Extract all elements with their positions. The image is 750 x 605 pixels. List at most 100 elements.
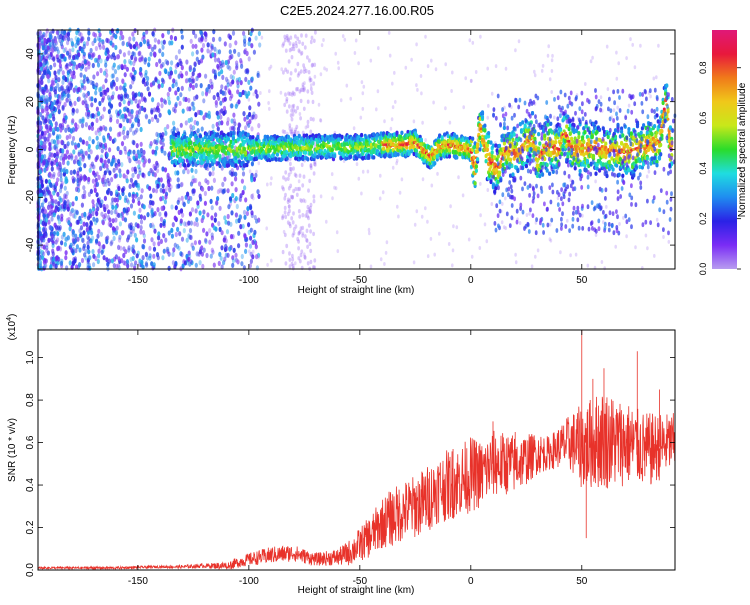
- spectrogram-cell: [203, 190, 207, 197]
- spectrogram-cell: [84, 100, 88, 106]
- spectrogram-cell: [204, 73, 208, 79]
- spectrogram-cell: [156, 255, 160, 261]
- spectrogram-cell: [182, 228, 186, 234]
- spectrogram-cell: [90, 121, 94, 127]
- spectrogram-cell: [47, 201, 52, 207]
- spectrogram-cell: [157, 235, 161, 241]
- spectrogram-cell: [302, 174, 306, 179]
- spectrogram-cell: [186, 169, 190, 175]
- spectrogram-cell: [283, 205, 287, 211]
- spectrogram-cell: [161, 255, 165, 261]
- spectrogram-cell: [258, 73, 261, 78]
- spectrogram-cell: [130, 109, 134, 115]
- spectrogram-cell: [144, 251, 148, 257]
- spectrogram-cell: [223, 41, 227, 47]
- spectrogram-cell: [212, 141, 216, 146]
- spectrogram-cell: [97, 248, 101, 254]
- spectrogram-cell: [251, 249, 255, 254]
- spectrogram-cell: [63, 29, 67, 36]
- spectrogram-cell: [135, 237, 139, 243]
- spectrogram-cell: [171, 222, 175, 228]
- spectrogram-cell: [75, 108, 79, 114]
- spectrogram-cell: [79, 72, 83, 78]
- spectrogram-cell: [66, 141, 70, 147]
- spectrogram-cell: [309, 116, 313, 122]
- spectrogram-cell: [361, 169, 365, 174]
- spectrogram-cell: [144, 113, 148, 119]
- spectrogram-cell: [93, 97, 97, 103]
- spectrogram-cell: [395, 161, 398, 166]
- spectrogram-cell: [71, 260, 75, 266]
- spectrogram-cell: [244, 248, 248, 254]
- spectrogram-cell: [132, 95, 136, 101]
- spectrogram-cell: [146, 86, 150, 92]
- spectrogram-cell: [419, 74, 423, 78]
- spectrogram-cell: [303, 150, 308, 155]
- spectrogram-cell: [430, 183, 434, 188]
- spectrogram-cell: [210, 84, 214, 90]
- spectrogram-cell: [110, 35, 114, 41]
- spectrogram-cell: [121, 41, 125, 47]
- spectrogram-cell: [95, 144, 99, 150]
- spectrogram-cell: [123, 87, 127, 93]
- spectrogram-cell: [95, 192, 99, 198]
- spectrogram-cell: [216, 57, 221, 63]
- spectrogram-cell: [528, 211, 531, 216]
- spectrogram-cell: [40, 66, 44, 72]
- spectrogram-cell: [189, 181, 194, 187]
- spectrogram-cell: [60, 240, 64, 246]
- spectrogram-cell: [56, 246, 60, 252]
- spectrogram-cell: [645, 174, 649, 179]
- spectrogram-cell: [213, 46, 217, 52]
- spectrogram-cell: [339, 98, 343, 103]
- spectrogram-cell: [74, 122, 78, 128]
- spectrogram-cell: [43, 209, 47, 215]
- spectrogram-cell: [109, 117, 113, 123]
- spectrogram-cell: [140, 96, 144, 102]
- spectrogram-cell: [412, 119, 416, 124]
- spectrogram-cell: [360, 191, 363, 196]
- spectrogram-cell: [297, 179, 301, 184]
- spectrogram-cell: [152, 163, 156, 169]
- spectrogram-cell: [95, 202, 99, 208]
- spectrogram-cell: [83, 163, 87, 169]
- spectrogram-cell: [247, 56, 251, 62]
- spectrogram-cell: [657, 43, 660, 48]
- spectrogram-cell: [232, 118, 236, 124]
- spectrogram-cell: [58, 204, 63, 211]
- spectrogram-cell: [46, 53, 50, 59]
- spectrogram-cell: [55, 29, 60, 36]
- spectrogram-cell: [46, 74, 50, 80]
- spectrogram-cell: [47, 54, 52, 60]
- spectrogram-cell: [305, 237, 308, 243]
- spectrogram-cell: [357, 61, 360, 66]
- spectrogram-cell: [512, 132, 516, 137]
- spectrogram-cell: [156, 137, 160, 143]
- spectrogram-cell: [152, 32, 156, 38]
- spectrogram-cell: [415, 83, 418, 88]
- spectrogram-cell: [222, 110, 226, 116]
- spectrogram-cell: [48, 119, 53, 125]
- spectrogram-cell: [200, 126, 204, 132]
- spectrogram-cell: [56, 82, 60, 88]
- spectrogram-cell: [125, 208, 129, 214]
- spectrogram-cell: [415, 209, 419, 214]
- spectrogram-cell: [145, 29, 149, 35]
- spectrogram-cell: [79, 65, 83, 72]
- spectrogram-cell: [355, 162, 359, 167]
- spectrogram-cell: [118, 195, 122, 201]
- spectrogram-cell: [227, 33, 231, 39]
- spectrogram-cell: [233, 48, 237, 54]
- spectrogram-cell: [394, 99, 397, 104]
- spectrogram-cell: [291, 263, 295, 269]
- spectrogram-cell: [118, 49, 122, 55]
- spectrogram-cell: [152, 107, 157, 113]
- spectrogram-cell: [452, 224, 455, 229]
- spectrogram-cell: [174, 81, 178, 87]
- spectrogram-cell: [44, 197, 48, 203]
- spectrogram-cell: [270, 176, 273, 181]
- spectrogram-cell: [191, 125, 196, 131]
- spectrogram-cell: [135, 143, 139, 149]
- spectrogram-cell: [101, 84, 106, 90]
- spectrogram-cell: [180, 34, 184, 40]
